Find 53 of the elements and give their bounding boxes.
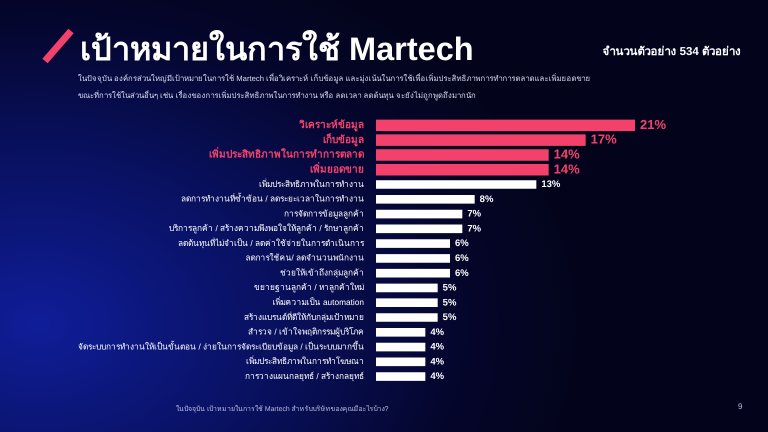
y-tick-label: ขยายฐานลูกค้า / หาลูกค้าใหม่ (254, 282, 364, 294)
bar (376, 328, 426, 337)
data-label: 5% (442, 297, 457, 308)
y-tick-label: ลดต้นทุนที่ไม่จำเป็น / ลดค่าใช้จ่ายในการดำเนินการ (178, 236, 365, 249)
data-label: 6% (455, 268, 470, 279)
y-tick-label: สำรวจ / เข้าใจพฤติกรรมผู้บริโภค (248, 326, 364, 338)
y-tick-label: เพิ่มประสิทธิภาพในการทำการตลาด (209, 146, 364, 161)
data-label: 21% (640, 116, 666, 132)
y-tick-label: จัดระบบการทำงานให้เป็นขั้นตอน / ง่ายในการจัดระเบียบข้อมูล / เป็นระบบมากขึ้น (78, 340, 364, 352)
y-tick-label: เพิ่มประสิทธิภาพในการทำโฆษณา (246, 355, 364, 366)
bar (376, 239, 450, 248)
data-label: 4% (430, 356, 445, 368)
y-tick-label: เพิ่มประสิทธิภาพในการทำงาน (259, 178, 364, 189)
data-label: 13% (541, 179, 561, 190)
y-tick-label: การจัดการข้อมูลลูกค้า (284, 208, 364, 220)
bar (376, 298, 438, 308)
y-tick-label: สร้างแบรนด์ที่ดีให้กับกลุ่มเป้าหมาย (244, 310, 364, 323)
y-tick-label: บริการลูกค้า / สร้างความพึงพอใจให้ลูกค้า / รักษาลูกค้า (169, 223, 364, 234)
data-label: 14% (554, 146, 580, 162)
data-label: 4% (430, 326, 445, 338)
y-tick-label: เพิ่มยอดขาย (310, 161, 364, 176)
bar (376, 210, 462, 218)
text: 9 (738, 402, 742, 411)
data-label: 5% (442, 312, 457, 324)
bar (376, 268, 450, 278)
y-tick-label: วิเคราะห์ข้อมูล (299, 119, 364, 132)
bar (376, 372, 426, 381)
y-tick-label: ลดการทำงานที่ซ้ำซ้อน / ลดระยะเวลาในการทำงาน (181, 192, 364, 204)
bar (376, 194, 475, 204)
data-label: 14% (554, 161, 580, 176)
y-tick-label: การวางแผนกลยุทธ์ / สร้างกลยุทธ์ (245, 370, 364, 382)
bar (376, 358, 426, 366)
bar (376, 342, 426, 352)
data-label: 5% (442, 282, 457, 294)
bar (376, 313, 438, 322)
bar (376, 284, 438, 292)
bar (376, 224, 462, 234)
data-label: 17% (590, 132, 618, 147)
text: จำนวนตัวอย่าง 534 ตัวอย่าง (602, 44, 741, 60)
y-tick-label: เพิ่มความเป็น automation (272, 296, 364, 308)
y-tick-label: ช่วยให้เข้าถึงกลุ่มลูกค้า (280, 267, 364, 278)
data-label: 8% (480, 194, 494, 205)
chart-title: เป้าหมายในการใช้ Martech (80, 29, 474, 69)
y-tick-label: ลดการใช้คน/ ลดจำนวนพนักงาน (245, 252, 364, 263)
bar (376, 180, 536, 189)
data-label: 4% (430, 371, 445, 382)
data-label: 7% (467, 223, 482, 234)
bar (376, 254, 450, 263)
data-label: 6% (455, 238, 470, 250)
y-tick-label: เก็บข้อมูล (323, 132, 364, 147)
data-label: 4% (430, 342, 445, 353)
data-label: 7% (467, 208, 482, 220)
data-label: 6% (455, 253, 470, 264)
